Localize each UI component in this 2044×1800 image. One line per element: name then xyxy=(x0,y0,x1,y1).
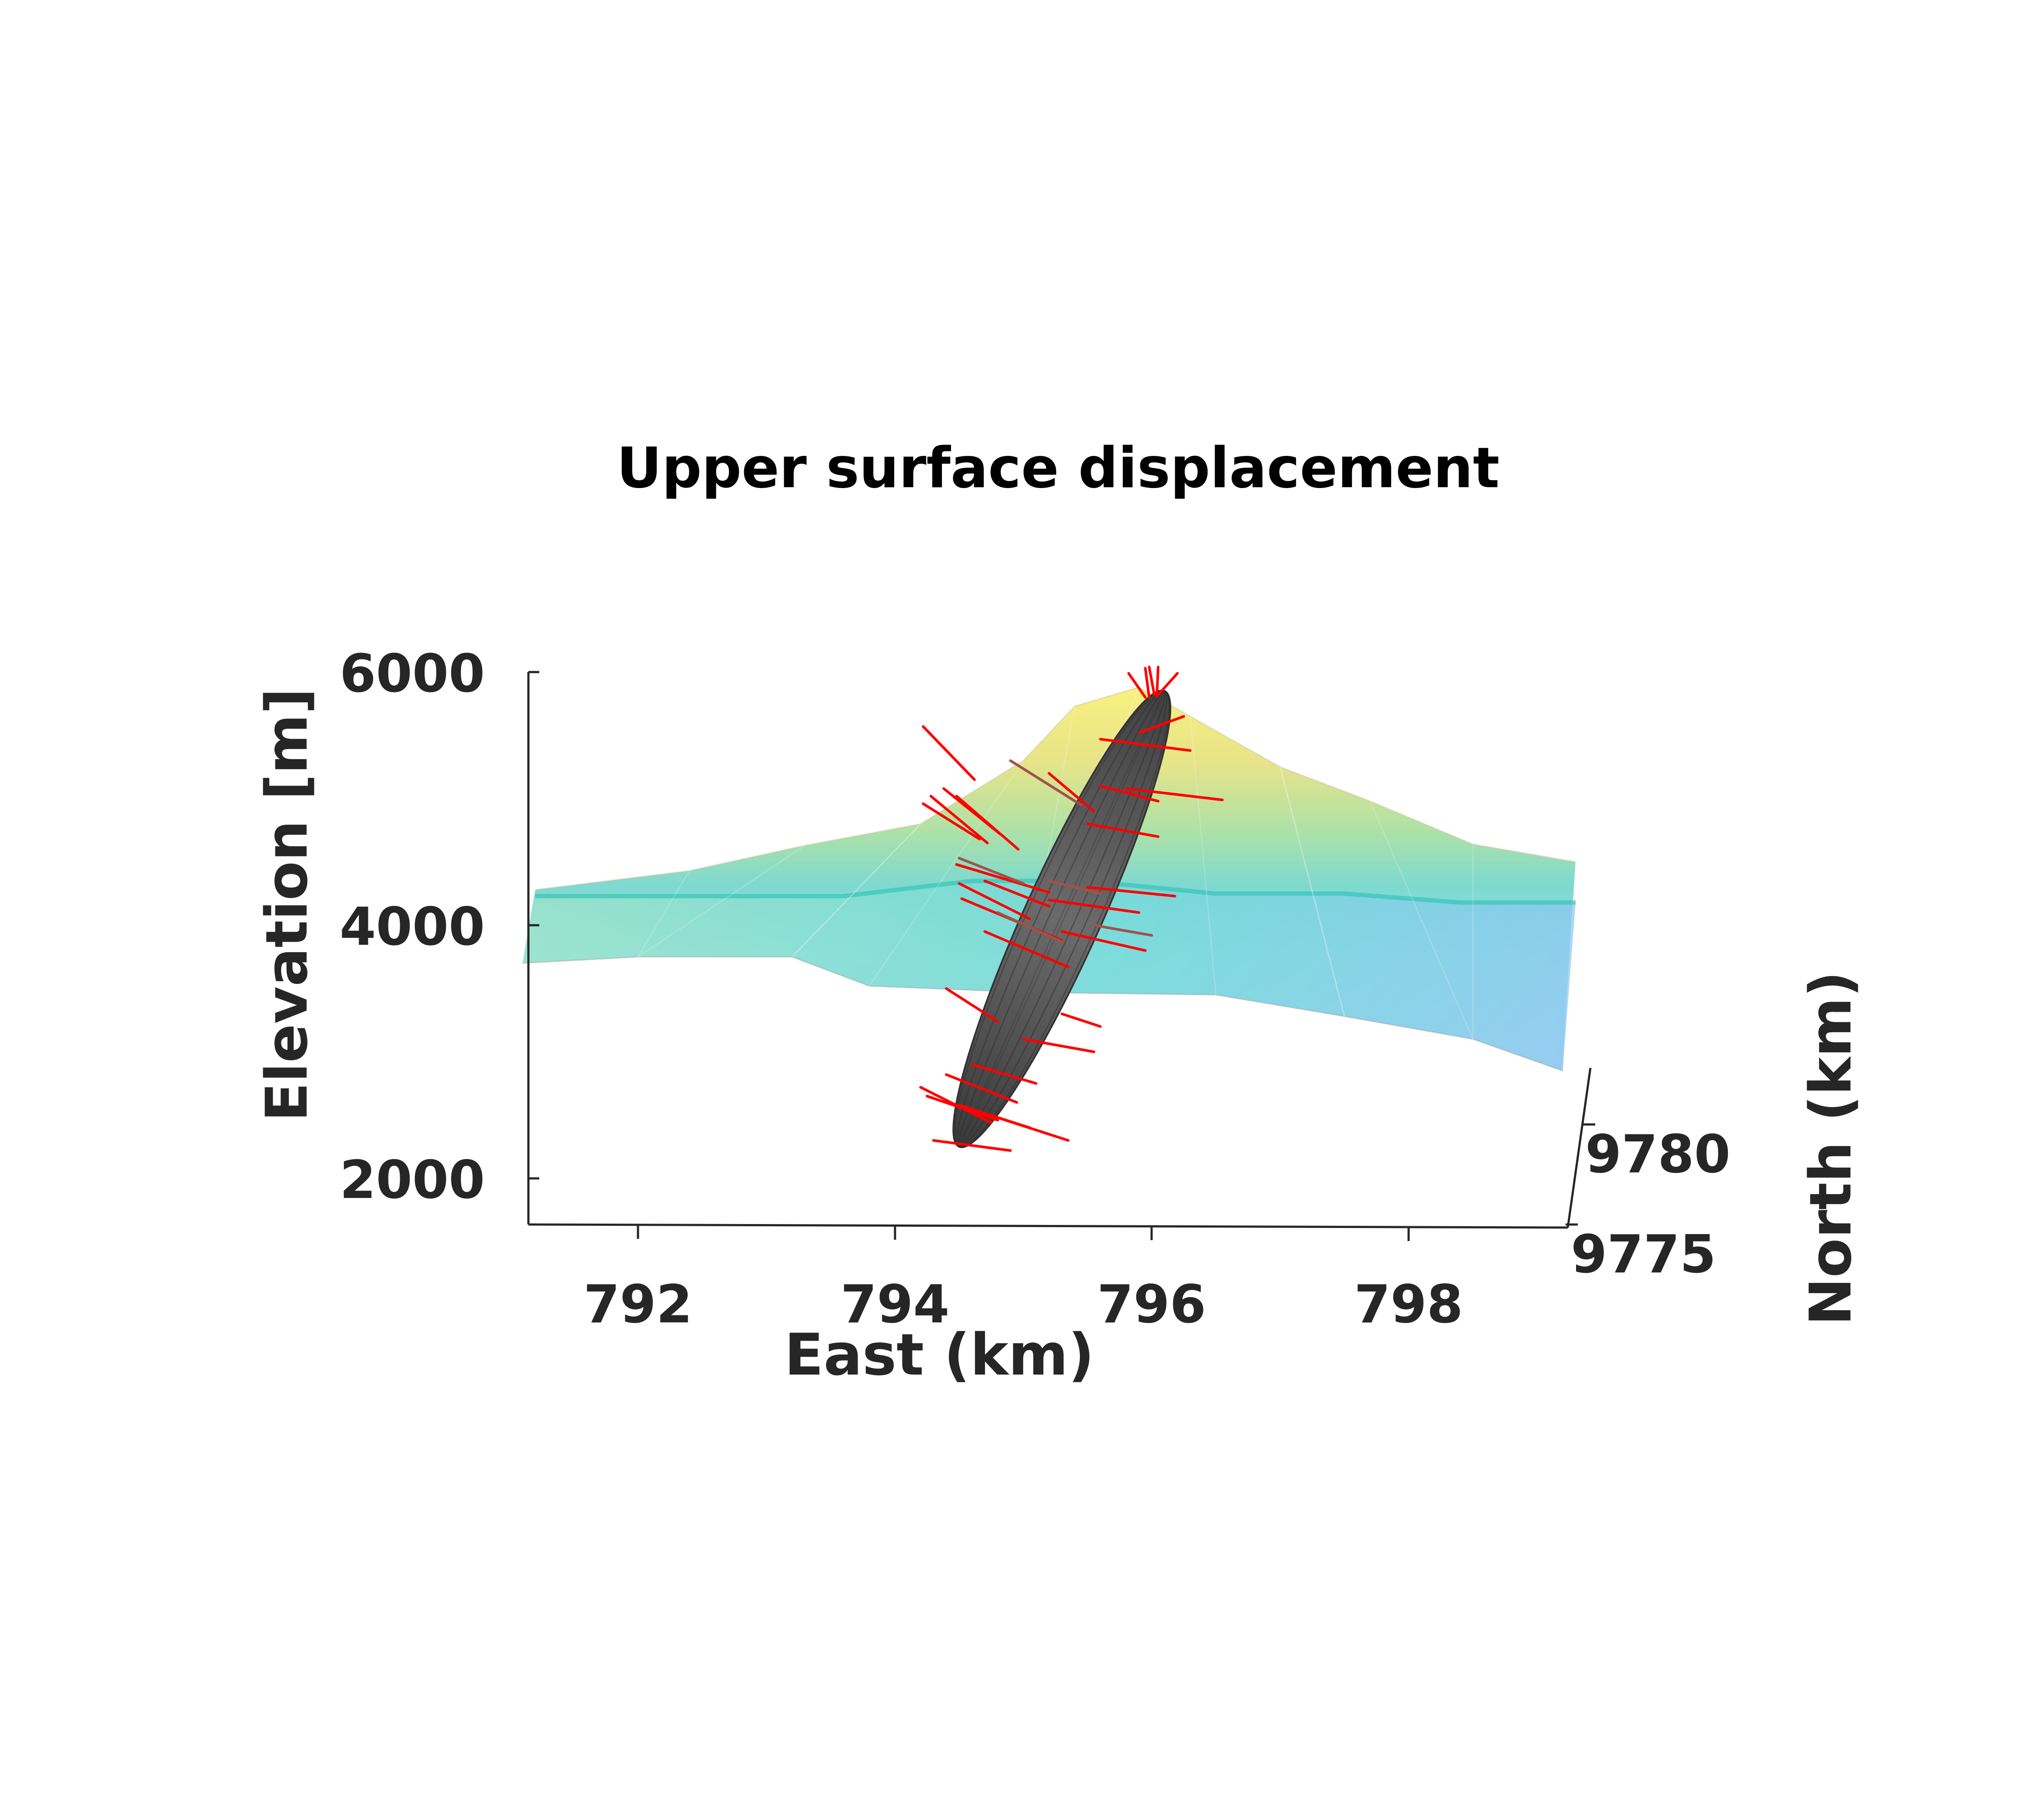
displacement-vector xyxy=(1086,823,1160,838)
ellipsoid-mesh-line xyxy=(958,690,1166,1148)
chart-title: Upper surface displacement xyxy=(617,436,1500,501)
z-tick-label: 4000 xyxy=(340,897,485,957)
displacement-vector-behind-surface xyxy=(1092,924,1153,937)
x-tick-label: 792 xyxy=(584,1275,693,1335)
displacement-vector-behind-surface xyxy=(1009,759,1082,806)
displacement-vector xyxy=(1022,1037,1095,1053)
surface-mesh-line xyxy=(1279,766,1345,1017)
x-axis-ticks: 792 794 796 798 xyxy=(584,1225,1463,1335)
surface-mesh-line xyxy=(637,870,690,957)
displacement-vector xyxy=(1086,886,1176,898)
x-tick-label: 794 xyxy=(841,1275,950,1335)
displacement-vector-behind-surface xyxy=(996,911,1063,943)
displacement-vector xyxy=(1125,787,1224,801)
surface-mesh-line xyxy=(868,760,1024,987)
surface-mesh-line xyxy=(1369,801,1474,1040)
displacement-vector xyxy=(1127,672,1147,699)
y-tick-label: 9775 xyxy=(1571,1225,1716,1285)
ellipsoid-mesh-line xyxy=(956,690,1168,1148)
displacement-vector xyxy=(955,863,1051,894)
displacement-vector xyxy=(1099,738,1192,752)
surface-mesh-line xyxy=(1189,716,1217,995)
ellipsoid-mesh-line xyxy=(954,690,1170,1148)
displacement-vector xyxy=(1144,667,1151,699)
source-ellipsoid xyxy=(952,689,1172,1148)
surface-back-ridge xyxy=(535,686,1576,890)
displacement-vector xyxy=(1137,715,1186,734)
displacement-vector-behind-surface xyxy=(1048,880,1102,895)
displacement-vector xyxy=(1157,672,1179,696)
displacement-vector xyxy=(1156,666,1160,698)
displacement-vector xyxy=(929,795,989,844)
displacement-vector-behind-surface xyxy=(958,857,1025,885)
surface-mesh-line xyxy=(1562,862,1576,1071)
displacement-vector xyxy=(1060,1012,1102,1028)
y-axis-ticks: 9775 9780 xyxy=(1566,1123,1730,1285)
x-axis-line xyxy=(528,1223,1568,1229)
y-axis-label: North (km) xyxy=(1797,971,1864,1325)
displacement-vector xyxy=(955,795,1020,851)
displacement-vector xyxy=(996,1116,1070,1142)
axes: 6000 4000 2000 792 794 796 798 9775 9780… xyxy=(254,644,1864,1388)
z-axis-ticks: 6000 4000 2000 xyxy=(340,644,539,1211)
displacement-vector xyxy=(1048,772,1095,813)
ellipsoid-body xyxy=(952,689,1172,1148)
displacement-vector xyxy=(983,930,1070,969)
displacement-vector xyxy=(922,725,976,781)
displacement-vector xyxy=(983,880,1051,908)
displacement-vectors xyxy=(919,666,1224,1152)
displacement-vector xyxy=(932,1139,1012,1152)
x-axis-label: East (km) xyxy=(785,1322,1095,1388)
displacement-vector xyxy=(925,1094,999,1122)
ellipsoid-mesh-line xyxy=(958,690,1166,1148)
displacement-vector xyxy=(1148,666,1156,696)
displacement-vector xyxy=(1048,898,1140,914)
ellipsoid-mesh-line xyxy=(958,690,1166,1148)
x-tick-label: 798 xyxy=(1354,1275,1463,1335)
displacement-vector xyxy=(1060,930,1147,952)
ellipsoid-mesh-line xyxy=(954,690,1170,1148)
displacement-vector xyxy=(970,1063,1038,1085)
displacement-vector xyxy=(958,882,1031,920)
x-tick-label: 796 xyxy=(1097,1275,1206,1335)
z-tick-label: 6000 xyxy=(340,644,485,704)
surface-mesh-line xyxy=(792,823,921,957)
surface-mesh-line xyxy=(1279,766,1345,1017)
displacement-vector xyxy=(945,987,999,1023)
surface-mesh-line xyxy=(792,823,921,957)
ellipsoid-mesh-line xyxy=(956,690,1168,1148)
displacement-vector xyxy=(922,802,981,841)
displacement-vector xyxy=(1099,784,1160,803)
y-axis-line xyxy=(1566,1067,1592,1228)
displacement-vector xyxy=(945,1073,1019,1104)
z-tick-label: 2000 xyxy=(340,1150,485,1211)
surface-mid-ridge xyxy=(535,879,1576,905)
surface-mesh-line xyxy=(638,845,805,957)
z-axis-label: Elevation [m] xyxy=(254,688,321,1121)
y-tick-label: 9780 xyxy=(1585,1124,1730,1185)
